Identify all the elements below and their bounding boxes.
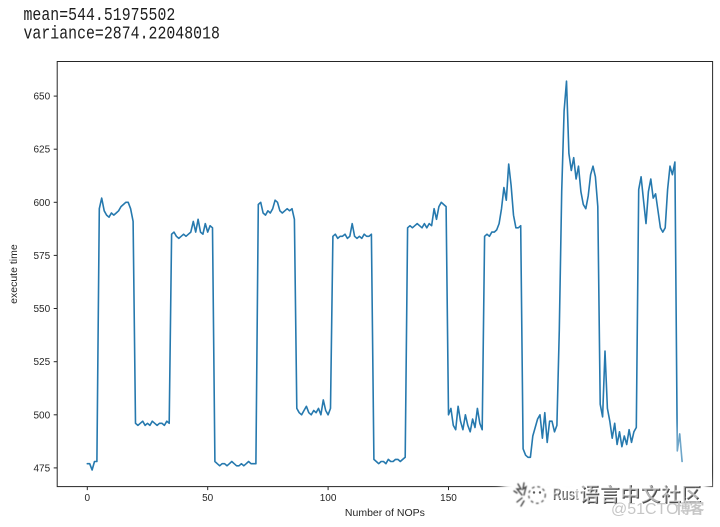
svg-text:100: 100 bbox=[320, 493, 337, 504]
svg-text:Number of NOPs: Number of NOPs bbox=[345, 507, 425, 519]
svg-text:150: 150 bbox=[440, 493, 457, 504]
svg-text:500: 500 bbox=[34, 410, 51, 421]
svg-text:475: 475 bbox=[34, 463, 51, 474]
svg-text:execute time: execute time bbox=[8, 244, 20, 304]
svg-text:Rust: Rust bbox=[552, 484, 578, 503]
svg-text:525: 525 bbox=[34, 357, 51, 368]
svg-text:0: 0 bbox=[85, 493, 91, 504]
svg-text:550: 550 bbox=[34, 304, 51, 315]
svg-text:50: 50 bbox=[202, 493, 214, 504]
svg-text:Rust: Rust bbox=[553, 485, 579, 504]
svg-text:650: 650 bbox=[34, 92, 51, 103]
svg-text:625: 625 bbox=[34, 145, 51, 156]
svg-text:575: 575 bbox=[34, 251, 51, 262]
svg-text:@51CTO: @51CTO bbox=[611, 501, 679, 518]
svg-text:600: 600 bbox=[34, 198, 51, 209]
